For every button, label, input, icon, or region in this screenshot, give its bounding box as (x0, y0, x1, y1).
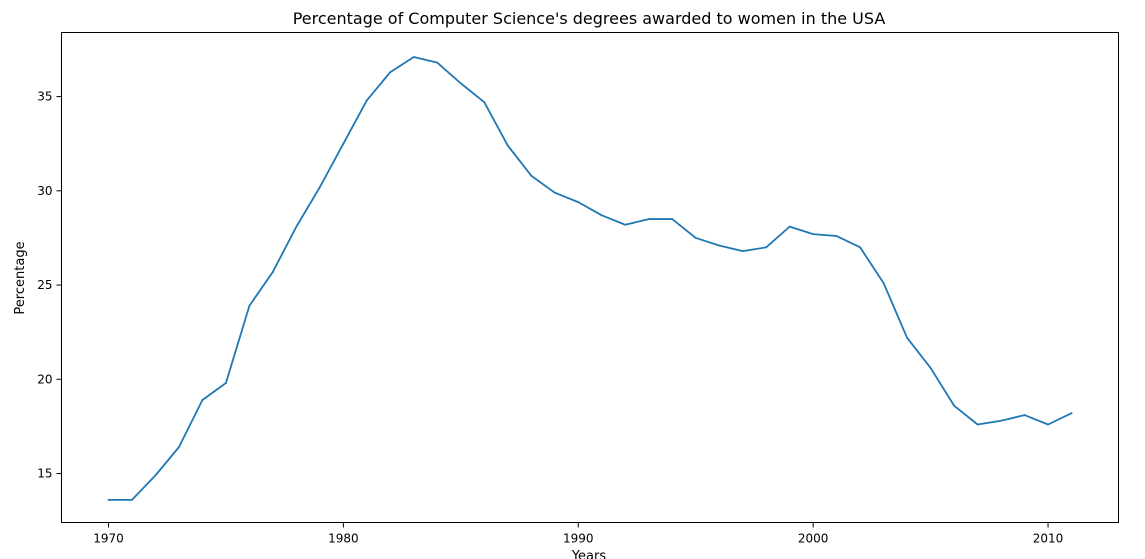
data-point (107, 498, 110, 501)
data-point (553, 191, 556, 194)
y-axis: 15 20 25 30 35 (37, 90, 62, 481)
x-tick-label: 1980 (328, 532, 359, 546)
y-tick-label: 20 (37, 372, 52, 386)
data-point (365, 99, 368, 102)
data-point (859, 246, 862, 249)
data-point (412, 56, 415, 58)
data-point (318, 186, 321, 188)
data-point (483, 101, 486, 104)
y-tick-label: 15 (37, 467, 52, 481)
data-point (248, 304, 251, 307)
x-tick-label: 2000 (798, 532, 829, 546)
data-point (835, 235, 838, 237)
y-tick-label: 35 (37, 90, 52, 104)
data-point (342, 142, 345, 145)
data-point (1047, 423, 1049, 426)
data-point (577, 201, 580, 204)
data-point (953, 404, 955, 407)
data-point (295, 225, 298, 228)
data-point (906, 336, 908, 339)
y-tick-label: 25 (37, 278, 52, 292)
x-tick-label: 1970 (93, 532, 124, 546)
data-point (154, 474, 157, 477)
data-point (1070, 412, 1073, 415)
data-point (1000, 419, 1002, 422)
y-axis-label: Percentage (13, 241, 28, 314)
data-point (389, 71, 392, 73)
y-tick-label: 30 (37, 184, 52, 198)
data-point (624, 223, 627, 226)
data-point (530, 174, 533, 177)
data-point (436, 61, 439, 64)
data-point (600, 214, 603, 217)
data-point (694, 237, 697, 239)
data-point (459, 82, 462, 85)
data-point (741, 250, 744, 253)
data-point (506, 144, 509, 147)
x-axis: 1970 1980 1990 2000 2010 (93, 522, 1064, 546)
data-point (178, 446, 180, 449)
data-point (929, 367, 932, 369)
data-point (812, 233, 815, 236)
data-point (976, 423, 979, 426)
data-point (225, 382, 227, 384)
data-point (671, 218, 674, 220)
data-point (765, 246, 768, 249)
series-line (107, 56, 1073, 501)
data-point (718, 244, 721, 247)
x-tick-label: 2010 (1033, 532, 1064, 546)
x-axis-label: Years (571, 549, 607, 559)
data-point (882, 282, 885, 285)
data-point (201, 399, 204, 401)
data-points (107, 56, 1073, 501)
data-point (788, 225, 791, 228)
data-point (1023, 414, 1026, 416)
plot-area-frame (61, 32, 1119, 523)
x-tick-label: 1990 (563, 532, 594, 546)
data-point (131, 498, 133, 501)
data-point (272, 270, 274, 273)
data-point (647, 218, 650, 220)
chart-title: Percentage of Computer Science's degrees… (293, 9, 886, 28)
